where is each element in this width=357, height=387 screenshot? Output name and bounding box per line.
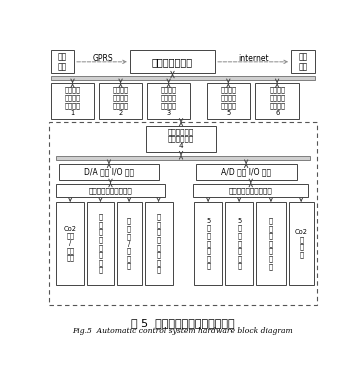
Bar — [130, 50, 215, 74]
Bar — [145, 202, 172, 285]
Bar — [117, 202, 141, 285]
Text: GPRS: GPRS — [92, 54, 113, 63]
Text: 有
效
光
照
传
感
器: 有 效 光 照 传 感 器 — [269, 217, 273, 270]
Bar — [255, 84, 299, 119]
Text: Fig.5  Automatic control system hardware block diagram: Fig.5 Automatic control system hardware … — [72, 327, 293, 335]
Text: 现场嵌入
工业电脑
控制系统
5: 现场嵌入 工业电脑 控制系统 5 — [220, 87, 236, 116]
Text: 信号驱动转换适配系统: 信号驱动转换适配系统 — [229, 187, 273, 194]
Bar — [99, 84, 142, 119]
Text: 现场嵌入
工业电脑
控制系统
3: 现场嵌入 工业电脑 控制系统 3 — [161, 87, 177, 116]
Text: 现场嵌入
工业电脑
控制系统
2: 现场嵌入 工业电脑 控制系统 2 — [112, 87, 129, 116]
Bar — [147, 84, 190, 119]
Text: internet: internet — [238, 54, 269, 63]
Bar — [256, 202, 286, 285]
Text: 5
路
湿
度
传
感
器: 5 路 湿 度 传 感 器 — [206, 218, 210, 269]
Bar — [225, 202, 253, 285]
Text: 现场嵌入
工业电脑
控制系统
1: 现场嵌入 工业电脑 控制系统 1 — [65, 87, 81, 116]
Bar — [291, 50, 315, 74]
Bar — [289, 202, 313, 285]
Bar — [51, 50, 74, 74]
Bar — [51, 76, 315, 80]
Bar — [49, 122, 317, 305]
Text: 中央控制计算机: 中央控制计算机 — [152, 57, 193, 67]
Text: 用户
电脑: 用户 电脑 — [298, 52, 308, 72]
Bar — [87, 202, 114, 285]
Text: 手机
短信: 手机 短信 — [58, 52, 67, 72]
Bar — [194, 202, 222, 285]
Text: 组
合
光
源
调
节
系
统: 组 合 光 源 调 节 系 统 — [99, 214, 102, 274]
Text: 现场嵌入工业
电脑控制系统
4: 现场嵌入工业 电脑控制系统 4 — [168, 128, 194, 149]
Text: 加
湿
机
/
除
湿
机: 加 湿 机 / 除 湿 机 — [127, 218, 131, 269]
Bar — [196, 164, 297, 180]
Text: 多
压
缩
机
制
冷
系
统: 多 压 缩 机 制 冷 系 统 — [157, 214, 161, 274]
Bar — [56, 156, 310, 160]
Bar — [193, 183, 308, 197]
Text: Co2
传
感
器: Co2 传 感 器 — [295, 229, 308, 258]
Bar — [56, 202, 84, 285]
Bar — [56, 183, 165, 197]
Text: 现场嵌入
工业电脑
控制系统
6: 现场嵌入 工业电脑 控制系统 6 — [269, 87, 285, 116]
Bar — [59, 164, 159, 180]
Text: D/A 转换 I/O 管理: D/A 转换 I/O 管理 — [84, 168, 134, 176]
Text: A/D 转换 I/O 管理: A/D 转换 I/O 管理 — [221, 168, 271, 176]
Text: 5
路
温
度
传
感
器: 5 路 温 度 传 感 器 — [237, 218, 241, 269]
Text: 信号驱动转换适配系统: 信号驱动转换适配系统 — [89, 187, 132, 194]
Bar — [51, 84, 94, 119]
Text: 图 5  自动控制系统硬件结构框图: 图 5 自动控制系统硬件结构框图 — [131, 318, 235, 328]
Bar — [207, 84, 250, 119]
Text: Co2
气阀
/
新风
系统: Co2 气阀 / 新风 系统 — [64, 226, 77, 262]
Bar — [146, 126, 216, 152]
